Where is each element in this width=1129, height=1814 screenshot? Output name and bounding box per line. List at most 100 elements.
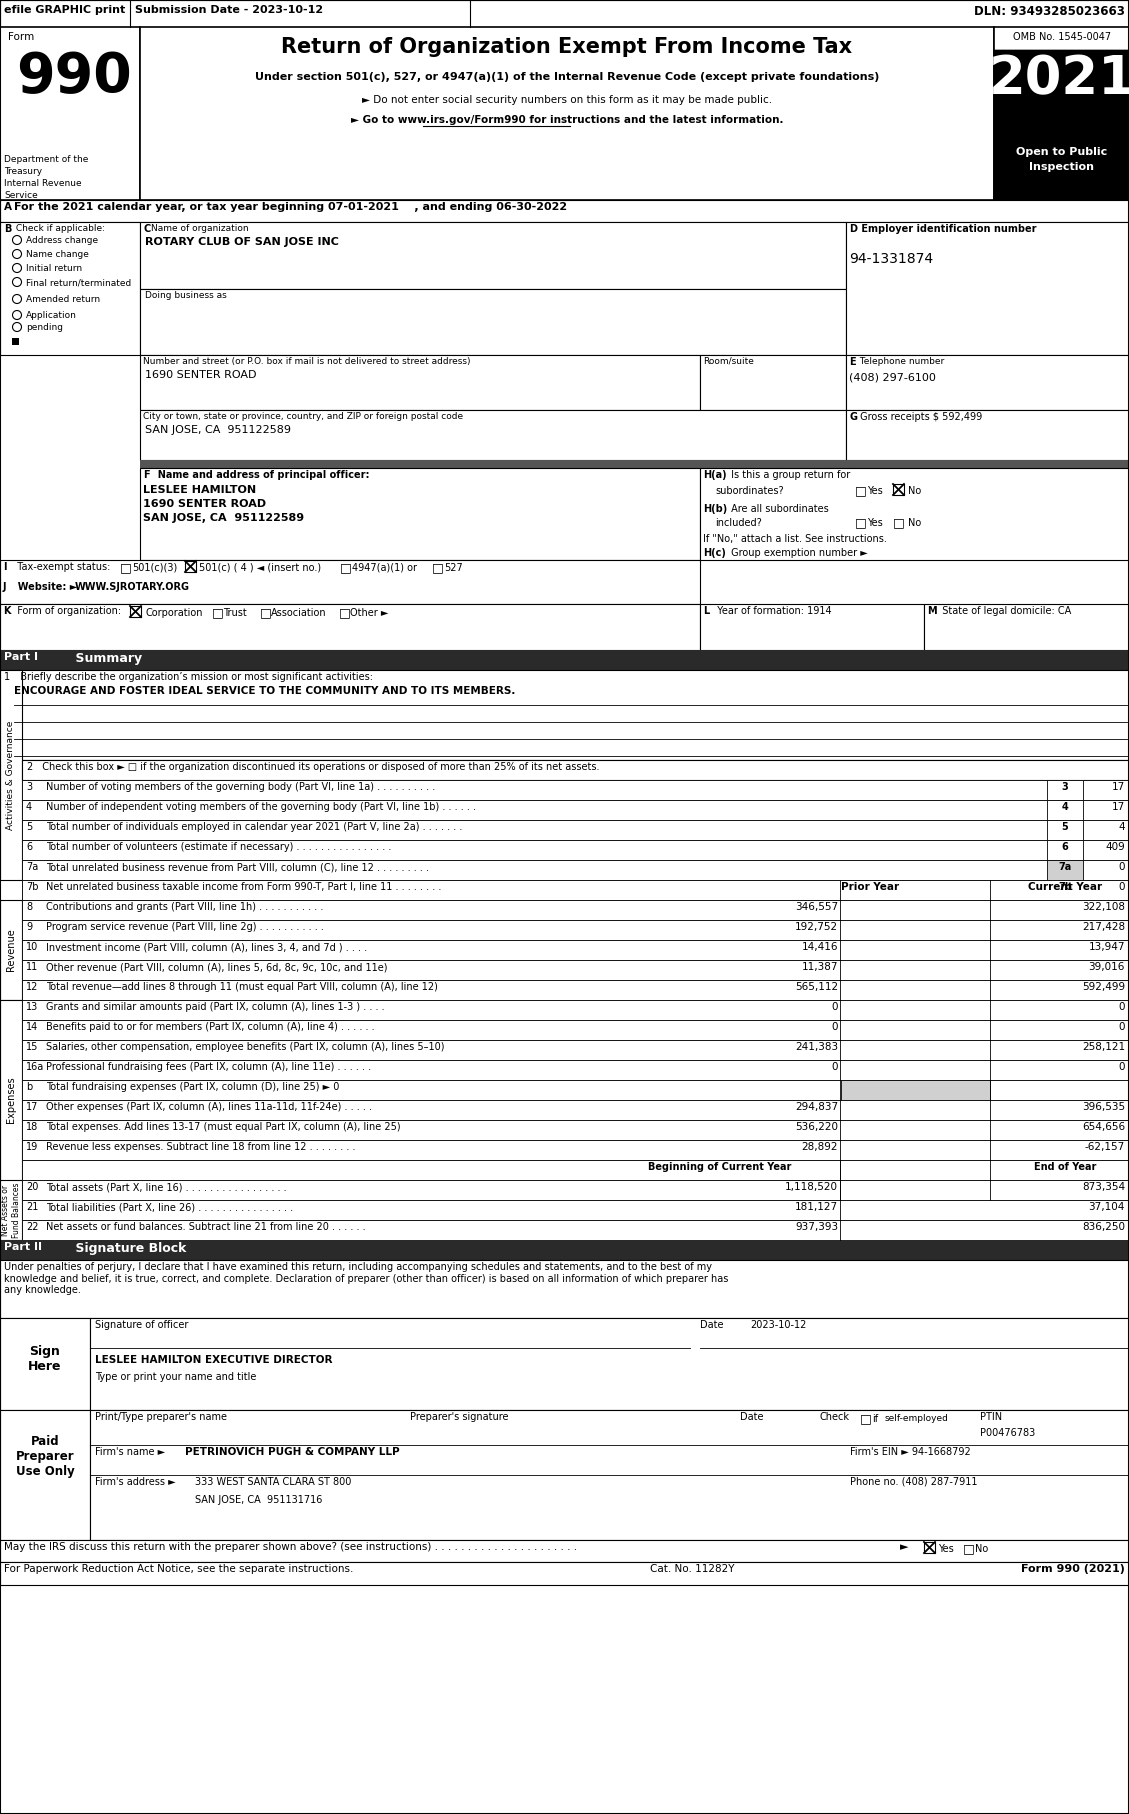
Bar [0, 900, 21, 1000]
Text: □: □ [855, 515, 867, 530]
Text: Prior Year: Prior Year [841, 882, 899, 892]
Text: Treasury: Treasury [5, 167, 42, 176]
Text: Application: Application [26, 310, 77, 319]
Bar [140, 468, 700, 561]
Text: Doing business as: Doing business as [145, 290, 227, 299]
Text: Under penalties of perjury, I declare that I have examined this return, includin: Under penalties of perjury, I declare th… [5, 1263, 728, 1295]
Bar [21, 900, 1129, 920]
Bar [0, 669, 21, 880]
Text: Yes: Yes [867, 519, 883, 528]
Text: Total liabilities (Part X, line 26) . . . . . . . . . . . . . . . .: Total liabilities (Part X, line 26) . . … [46, 1203, 294, 1212]
Bar [21, 1039, 1129, 1059]
Text: ►: ► [900, 1542, 909, 1553]
Text: Firm's address ►: Firm's address ► [95, 1477, 176, 1487]
Bar [1047, 800, 1083, 820]
Text: Net assets or fund balances. Subtract line 21 from line 20 . . . . . .: Net assets or fund balances. Subtract li… [46, 1223, 366, 1232]
Bar [0, 1179, 21, 1241]
Text: Revenue less expenses. Subtract line 18 from line 12 . . . . . . . .: Revenue less expenses. Subtract line 18 … [46, 1143, 356, 1152]
Bar [12, 337, 19, 345]
Text: Sign
Here: Sign Here [28, 1344, 62, 1373]
Text: Form 990 (2021): Form 990 (2021) [1021, 1564, 1124, 1575]
Text: Yes: Yes [938, 1544, 954, 1555]
Text: Expenses: Expenses [6, 1078, 16, 1123]
Text: 294,837: 294,837 [795, 1101, 838, 1112]
Bar [0, 200, 1129, 221]
Text: 592,499: 592,499 [1082, 981, 1124, 992]
Text: 990: 990 [16, 51, 132, 103]
Text: 20: 20 [26, 1183, 38, 1192]
Text: Signature of officer: Signature of officer [95, 1321, 189, 1330]
Bar [0, 1241, 1129, 1261]
Text: Paid
Preparer
Use Only: Paid Preparer Use Only [16, 1435, 75, 1478]
Text: 6: 6 [1061, 842, 1068, 853]
Text: □: □ [212, 606, 224, 619]
Text: 17: 17 [1112, 802, 1124, 813]
Text: □: □ [120, 561, 132, 573]
Bar [846, 410, 1129, 461]
Text: F: F [143, 470, 150, 481]
Text: ENCOURAGE AND FOSTER IDEAL SERVICE TO THE COMMUNITY AND TO ITS MEMBERS.: ENCOURAGE AND FOSTER IDEAL SERVICE TO TH… [14, 686, 515, 697]
Bar [0, 561, 700, 604]
Bar [0, 27, 140, 200]
Text: Initial return: Initial return [26, 265, 82, 272]
Text: 16a: 16a [26, 1061, 44, 1072]
Text: 1690 SENTER ROAD: 1690 SENTER ROAD [145, 370, 256, 379]
Bar [841, 1079, 990, 1099]
Bar [140, 356, 700, 410]
Text: Yes: Yes [867, 486, 883, 495]
Text: Investment income (Part VIII, column (A), lines 3, 4, and 7d ) . . . .: Investment income (Part VIII, column (A)… [46, 941, 367, 952]
Bar [21, 1179, 1129, 1201]
Text: subordinates?: subordinates? [715, 486, 784, 495]
Bar [21, 1139, 1129, 1159]
Text: No: No [975, 1544, 988, 1555]
Bar [185, 561, 196, 571]
Text: Association: Association [271, 608, 326, 619]
Text: If "No," attach a list. See instructions.: If "No," attach a list. See instructions… [703, 533, 887, 544]
Bar [846, 356, 1129, 410]
Text: 0: 0 [831, 1021, 838, 1032]
Text: Firm's name ►: Firm's name ► [95, 1448, 165, 1457]
Text: Salaries, other compensation, employee benefits (Part IX, column (A), lines 5–10: Salaries, other compensation, employee b… [46, 1041, 445, 1052]
Text: 536,220: 536,220 [795, 1123, 838, 1132]
Bar [21, 780, 1129, 800]
Bar [0, 1409, 90, 1540]
Bar [0, 649, 1129, 669]
Text: Under section 501(c), 527, or 4947(a)(1) of the Internal Revenue Code (except pr: Under section 501(c), 527, or 4947(a)(1)… [255, 73, 879, 82]
Text: Trust: Trust [224, 608, 247, 619]
Text: 22: 22 [26, 1223, 38, 1232]
Text: Part II: Part II [5, 1243, 42, 1252]
Text: Activities & Governance: Activities & Governance [7, 720, 16, 829]
Text: 5: 5 [26, 822, 33, 833]
Text: 28,892: 28,892 [802, 1143, 838, 1152]
Bar [21, 1059, 1129, 1079]
Text: 12: 12 [26, 981, 38, 992]
Text: Check if applicable:: Check if applicable: [14, 223, 105, 232]
Text: 258,121: 258,121 [1082, 1041, 1124, 1052]
Bar [1047, 820, 1083, 840]
Text: 11: 11 [26, 961, 38, 972]
Bar [700, 468, 1129, 561]
Text: LESLEE HAMILTON EXECUTIVE DIRECTOR: LESLEE HAMILTON EXECUTIVE DIRECTOR [95, 1355, 333, 1364]
Text: 10: 10 [26, 941, 38, 952]
Text: Name of organization: Name of organization [151, 223, 248, 232]
Text: ► Do not enter social security numbers on this form as it may be made public.: ► Do not enter social security numbers o… [362, 94, 772, 105]
Text: Open to Public: Open to Public [1016, 147, 1108, 158]
Bar [21, 1079, 1129, 1099]
Bar [0, 221, 140, 356]
Text: Employer identification number: Employer identification number [858, 223, 1036, 234]
Text: 21: 21 [26, 1203, 38, 1212]
Text: 7a: 7a [26, 862, 38, 873]
Text: L: L [703, 606, 709, 617]
Text: 527: 527 [444, 562, 463, 573]
Text: Net unrelated business taxable income from Form 990-T, Part I, line 11 . . . . .: Net unrelated business taxable income fr… [46, 882, 441, 892]
Text: Is this a group return for: Is this a group return for [728, 470, 850, 481]
Text: 836,250: 836,250 [1082, 1223, 1124, 1232]
Bar [140, 27, 994, 200]
Text: Type or print your name and title: Type or print your name and title [95, 1371, 256, 1382]
Text: efile GRAPHIC print: efile GRAPHIC print [5, 5, 125, 15]
Text: 333 WEST SANTA CLARA ST 800: 333 WEST SANTA CLARA ST 800 [195, 1477, 351, 1487]
Text: 409: 409 [1105, 842, 1124, 853]
Text: Firm's EIN ► 94-1668792: Firm's EIN ► 94-1668792 [850, 1448, 971, 1457]
Text: if: if [872, 1413, 878, 1424]
Text: Total revenue—add lines 8 through 11 (must equal Part VIII, column (A), line 12): Total revenue—add lines 8 through 11 (mu… [46, 981, 438, 992]
